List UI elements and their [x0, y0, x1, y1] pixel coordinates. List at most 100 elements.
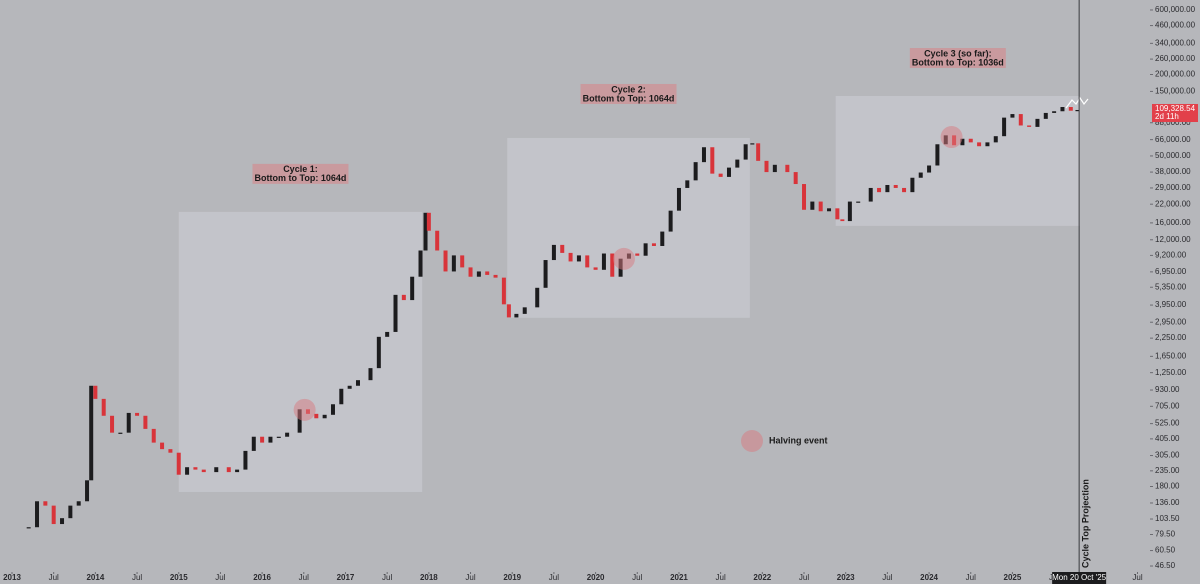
x-tick-label: Jul: [549, 573, 559, 582]
candle: [151, 428, 156, 443]
x-tick-label: Jul: [882, 573, 892, 582]
candle: [601, 253, 606, 270]
candles: [26, 107, 1080, 529]
x-tick-label: 2020: [587, 573, 605, 582]
cycle-boxes: [178, 96, 1080, 492]
y-tick-label: 200,000.00: [1155, 70, 1196, 79]
x-tick-label: 2016: [253, 573, 271, 582]
candle: [443, 250, 448, 272]
cycle-subtitle: Bottom to Top: 1064d: [255, 173, 347, 183]
y-tick-label: 3,950.00: [1155, 300, 1187, 309]
candle: [535, 287, 540, 308]
candle: [1075, 109, 1080, 112]
candle: [214, 467, 219, 473]
candle: [76, 501, 81, 506]
candle: [118, 432, 123, 434]
x-tick-label: 2018: [420, 573, 438, 582]
y-tick-label: 180.00: [1155, 482, 1180, 491]
projection-label: Cycle Top Projection: [1081, 479, 1091, 568]
candle: [735, 159, 740, 168]
candle: [368, 368, 373, 381]
cycle-subtitle: Bottom to Top: 1036d: [912, 57, 1004, 67]
candle: [718, 173, 723, 177]
candle: [297, 409, 302, 433]
x-tick-label: 2023: [837, 573, 855, 582]
candle: [918, 172, 923, 178]
y-tick-label: 66,000.00: [1155, 135, 1191, 144]
candle: [993, 136, 998, 143]
candle: [322, 414, 327, 419]
candle: [660, 231, 665, 246]
candle: [460, 255, 465, 268]
x-tick-label: 2022: [753, 573, 771, 582]
candle: [89, 385, 94, 481]
x-tick-label: 2024: [920, 573, 938, 582]
candle: [1002, 117, 1007, 137]
candle: [68, 505, 73, 519]
candle: [514, 313, 519, 318]
candle: [193, 467, 198, 470]
candle: [93, 385, 98, 399]
y-tick-label: 460,000.00: [1155, 21, 1196, 30]
candle: [35, 501, 40, 528]
candle: [1018, 114, 1023, 126]
candle: [635, 253, 640, 256]
y-tick-label: 2,950.00: [1155, 317, 1187, 326]
candle: [856, 201, 861, 203]
cycle-subtitle: Bottom to Top: 1064d: [583, 93, 675, 103]
y-tick-label: 9,200.00: [1155, 251, 1187, 260]
candle: [643, 243, 648, 256]
x-tick-label: Jul: [799, 573, 809, 582]
last-price-label: 109,328.54: [1155, 104, 1196, 113]
candle: [423, 212, 428, 251]
candle: [522, 307, 527, 314]
x-tick-label: Jul: [632, 573, 642, 582]
candle: [251, 436, 256, 451]
candle: [418, 250, 423, 277]
y-tick-label: 46.50: [1155, 561, 1176, 570]
candle: [1068, 107, 1073, 111]
halving-marker: [940, 126, 963, 149]
x-tick-label: 2015: [170, 573, 188, 582]
candle: [902, 187, 907, 193]
candle: [818, 201, 823, 212]
x-tick-label: 2014: [86, 573, 104, 582]
y-tick-label: 235.00: [1155, 466, 1180, 475]
candle: [176, 452, 181, 475]
cycle-title: Cycle 2:: [611, 84, 646, 94]
x-tick-label: Jul: [382, 573, 392, 582]
halving-legend-swatch: [741, 430, 763, 452]
candle: [60, 518, 65, 525]
candle: [701, 147, 706, 163]
candle: [506, 304, 511, 318]
candle: [285, 432, 290, 437]
cycle-label-bg: [252, 163, 349, 184]
candle: [910, 177, 915, 193]
candle: [868, 187, 873, 202]
y-tick-label: 103.50: [1155, 514, 1180, 523]
y-tick-label: 136.00: [1155, 498, 1180, 507]
candle: [347, 385, 352, 389]
candle: [485, 271, 490, 275]
date-label: Mon 20 Oct '25: [1052, 573, 1107, 582]
halving-legend-label: Halving event: [769, 435, 828, 445]
candle: [840, 219, 845, 222]
y-tick-label: 1,250.00: [1155, 368, 1187, 377]
candle: [576, 255, 581, 262]
y-tick-label: 22,000.00: [1155, 199, 1191, 208]
y-tick-label: 16,000.00: [1155, 218, 1191, 227]
x-tick-label: 2013: [3, 573, 21, 582]
candle: [1060, 107, 1065, 112]
y-tick-label: 930.00: [1155, 385, 1180, 394]
candle: [593, 267, 598, 270]
cycle-box: [835, 96, 1080, 226]
y-tick-label: 405.00: [1155, 434, 1180, 443]
candle: [960, 138, 965, 146]
y-tick-label: 1,650.00: [1155, 351, 1187, 360]
x-tick-label: Jul: [716, 573, 726, 582]
candle: [410, 276, 415, 301]
y-tick-label: 50,000.00: [1155, 151, 1191, 160]
candle: [835, 208, 840, 220]
candle: [160, 442, 165, 450]
candle: [330, 404, 335, 415]
